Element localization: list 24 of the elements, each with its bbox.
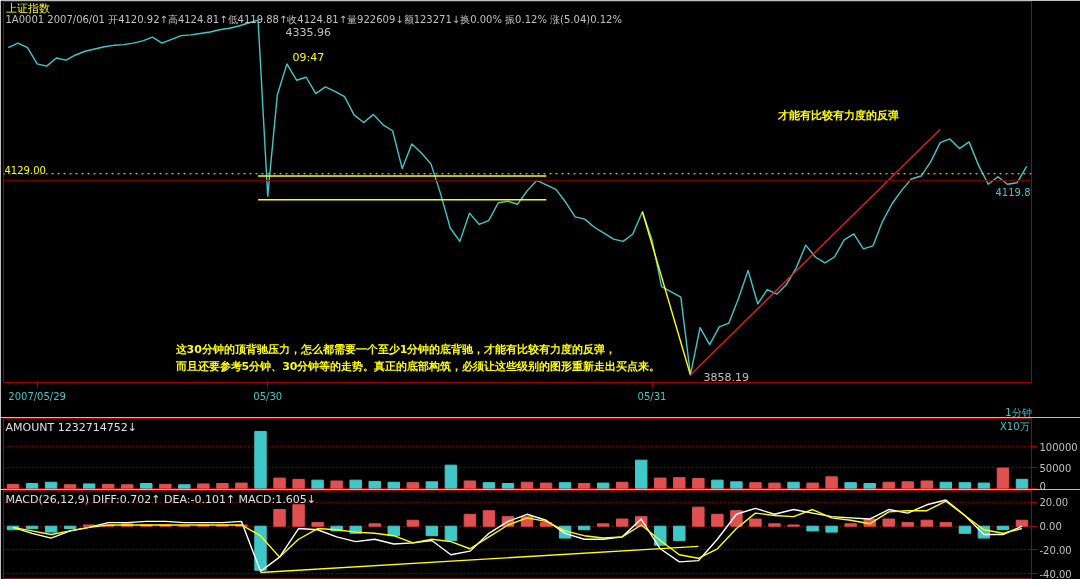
x-tick-label: 05/30 xyxy=(253,390,283,402)
chart-title: AMOUNT 1232714752↓ xyxy=(5,420,137,434)
annotation: 4335.96 xyxy=(285,26,331,40)
ref-line-label: 4129.00 xyxy=(4,164,46,176)
text: 1A0001 2007/06/01 开4120.92↑高4124.81↑低4119.88↑收4124.81↑量922609↓额123271↓换0.00% 振0.12% 涨(5.04)0.12% xyxy=(5,13,622,25)
x-axis-title: 1分钟 xyxy=(1005,406,1032,418)
y-tick-label: -40.00 xyxy=(1039,568,1072,579)
y-tick-label: 20.00 xyxy=(1039,497,1069,509)
y-tick-label: -20.00 xyxy=(1039,544,1072,556)
y-tick-label: 0 xyxy=(1039,480,1046,492)
annotation: 而且还要参考5分钟、30分钟等的走势。真正的底部构筑，必须让这些级别的图形重新走出买点来。 xyxy=(174,359,661,373)
chart-title: 上证指数 xyxy=(5,1,50,15)
y-tick-label: 0.00 xyxy=(1039,521,1062,533)
chart-title: MACD(26,12,9) DIFF:0.702↑ DEA:-0.101↑ MACD:1.605↓ xyxy=(5,492,316,506)
annotation: 这30分钟的顶背驰压力，怎么都需要一个至少1分钟的底背驰，才能有比较有力度的反弹， xyxy=(174,342,617,356)
ref-line-label: 4119.8 xyxy=(995,186,1031,198)
annotation: 3858.19 xyxy=(703,370,749,384)
y-tick-label: 50000 xyxy=(1039,462,1072,474)
annotation: 才能有比较有力度的反弹 xyxy=(777,109,899,123)
y-tick-label: 100000 xyxy=(1039,441,1078,453)
y-axis-title: X10万 xyxy=(999,420,1030,432)
x-tick-label: 05/31 xyxy=(637,390,667,402)
annotation: 09:47 xyxy=(292,50,325,64)
x-tick-label: 2007/05/29 xyxy=(8,390,66,402)
